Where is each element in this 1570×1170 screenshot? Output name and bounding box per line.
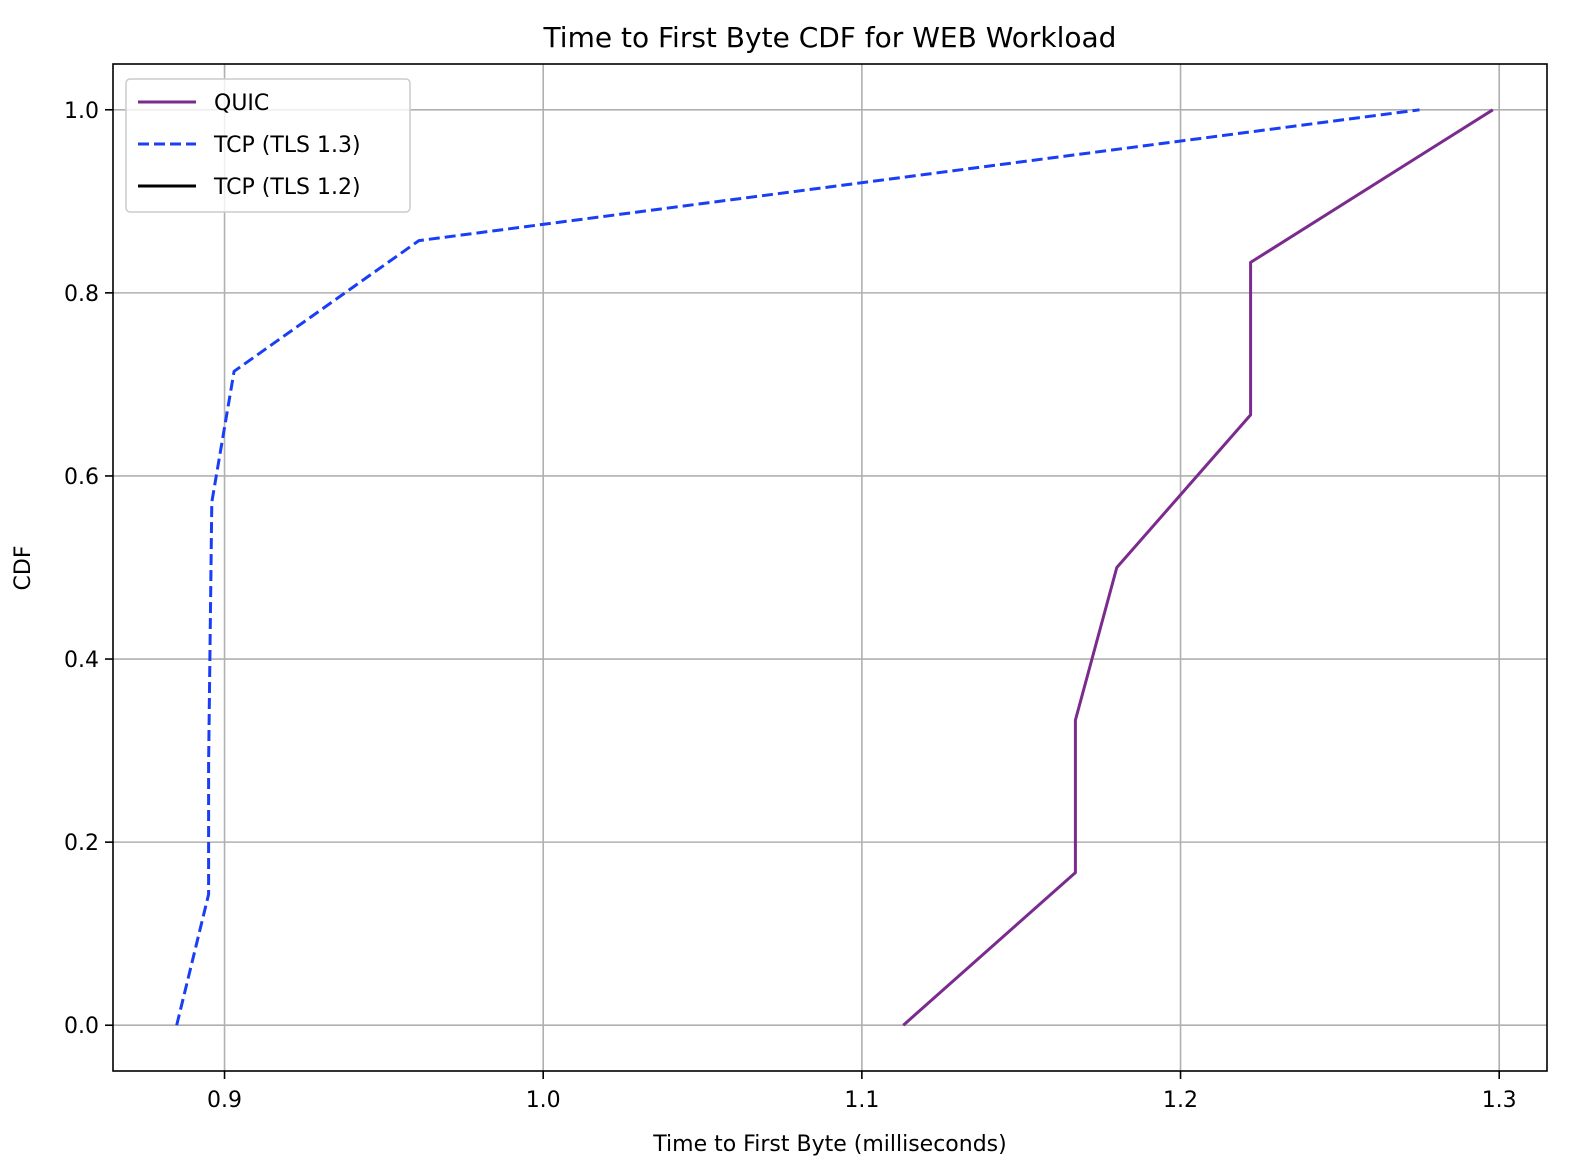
x-tick-label: 1.0: [526, 1088, 561, 1113]
plot-frame: [112, 63, 1548, 1072]
y-tick-label: 0.4: [64, 648, 99, 673]
x-tick-label: 1.3: [1482, 1088, 1517, 1113]
y-tick-label: 0.8: [64, 282, 99, 307]
y-tick-label: 0.2: [64, 831, 99, 856]
chart-title: Time to First Byte CDF for WEB Workload: [543, 21, 1117, 54]
legend: QUIC TCP (TLS 1.3) TCP (TLS 1.2): [125, 78, 411, 213]
y-tick-label: 1.0: [64, 99, 99, 124]
x-axis-ticks: 0.9 1.0 1.1 1.2 1.3: [207, 1071, 1517, 1113]
y-tick-label: 0.0: [64, 1014, 99, 1039]
x-tick-label: 1.1: [844, 1088, 879, 1113]
legend-label: TCP (TLS 1.2): [213, 175, 361, 200]
x-tick-label: 1.2: [1163, 1088, 1198, 1113]
x-tick-label: 0.9: [207, 1088, 242, 1113]
grid: [113, 64, 1547, 1071]
x-axis-label: Time to First Byte (milliseconds): [652, 1132, 1006, 1157]
y-tick-label: 0.6: [64, 465, 99, 490]
series-lines: [175, 108, 1494, 1027]
legend-label: QUIC: [214, 91, 269, 116]
legend-label: TCP (TLS 1.3): [213, 133, 361, 158]
legend-box: [125, 78, 411, 213]
series-line-quic: [902, 108, 1494, 1027]
y-axis-ticks: 0.0 0.2 0.4 0.6 0.8 1.0: [64, 99, 113, 1039]
y-axis-label: CDF: [11, 546, 36, 591]
series-line-tcp-tls-1-3: [175, 108, 1420, 1026]
